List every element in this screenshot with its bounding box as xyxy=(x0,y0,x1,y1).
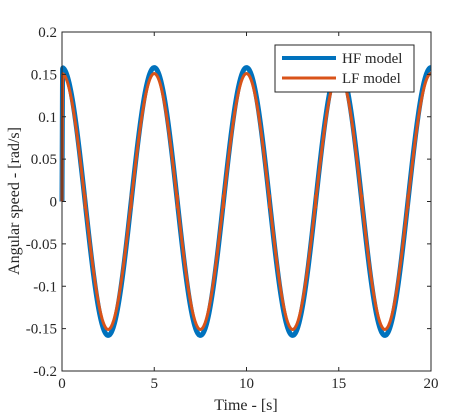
x-tick-label: 5 xyxy=(151,376,159,392)
x-axis-label: Time - [s] xyxy=(214,397,277,414)
series-layer xyxy=(59,65,433,338)
y-tick-label: 0.15 xyxy=(31,67,57,83)
x-tick-label: 10 xyxy=(239,376,254,392)
y-tick-label: -0.2 xyxy=(33,364,57,380)
x-tick-label: 15 xyxy=(331,376,346,392)
series-line-lf xyxy=(60,72,432,331)
y-tick-label: 0 xyxy=(50,195,58,211)
ticks-layer: 0 5 10 15 20 -0.2 -0.15 -0.1 -0.05 0 0.05 0.1 0.15 0.… xyxy=(26,25,439,392)
y-tick-label: 0.05 xyxy=(31,152,57,168)
y-tick-label: -0.15 xyxy=(26,322,57,338)
y-axis-label: Angular speed - [rad/s] xyxy=(6,127,23,275)
x-tick-label: 0 xyxy=(58,376,66,392)
legend-label-lf: LF model xyxy=(342,71,401,87)
y-tick-label: 0.1 xyxy=(38,110,57,126)
legend: HF model LF model xyxy=(274,44,415,93)
x-tick-label: 20 xyxy=(424,376,439,392)
legend-label-hf: HF model xyxy=(342,51,402,67)
y-tick-label: 0.2 xyxy=(38,25,57,41)
y-tick-label: -0.05 xyxy=(26,237,57,253)
y-tick-label: -0.1 xyxy=(33,279,57,295)
legend-box xyxy=(274,44,415,93)
